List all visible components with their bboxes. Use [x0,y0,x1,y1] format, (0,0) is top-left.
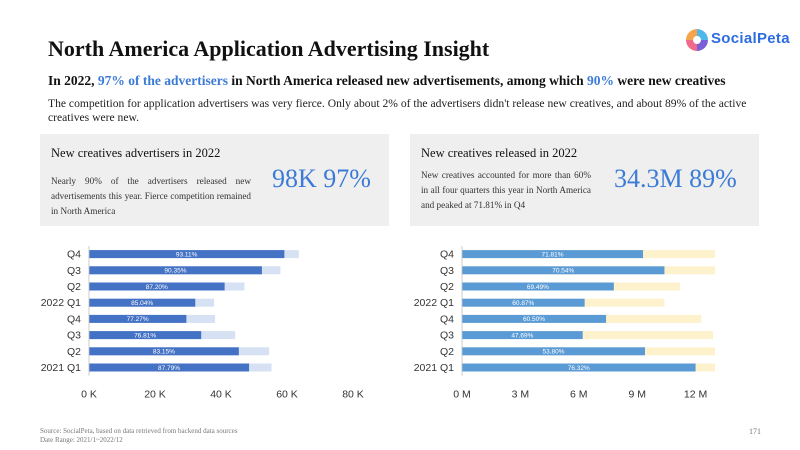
y-tick-label: 2021 Q1 [414,362,454,374]
new-bar [462,347,645,356]
new-bar [89,363,250,372]
x-tick-label: 20 K [144,389,166,401]
new-bar [462,331,583,340]
y-tick-label: 2022 Q1 [414,297,454,309]
date-range-line: Date Range: 2021/1~2022/12 [40,436,123,444]
x-tick-label: 80 K [342,389,364,401]
bar-data-label: 85.04% [131,300,153,307]
new-bar [89,266,262,275]
y-tick-label: Q4 [67,249,81,261]
y-tick-label: Q4 [67,313,81,325]
advertisers-chart-svg: Q4 93.11% Q3 90.35% Q2 87.20% 2022 Q1 85.04% Q4 7… [41,246,364,401]
headline: In 2022, 97% of the advertisers in North… [48,73,726,89]
source-note: Source: SocialPeta, based on data retrie… [40,427,237,445]
bar-data-label: 83.15% [153,349,175,356]
bar-data-label: 87.20% [146,284,168,291]
total-bar [462,331,714,340]
bar-data-label: 93.11% [176,251,198,258]
y-tick-label: Q2 [440,346,454,358]
bar-data-label: 71.81% [541,251,563,258]
bar-data-label: 53.80% [542,349,564,356]
bar-data-label: 87.79% [158,365,180,372]
headline-part3: were new creatives [613,73,726,88]
headline-highlight1: 97% of the advertisers [97,73,228,88]
y-tick-label: 2021 Q1 [41,362,81,374]
y-tick-label: Q2 [67,281,81,293]
logo-text: SocialPeta [711,30,790,47]
bar-data-label: 60.50% [523,316,545,323]
bar-data-label: 69.49% [527,284,549,291]
bar-data-label: 70.54% [552,268,574,275]
advertisers-bar-chart: Q4 93.11% Q3 90.35% Q2 87.20% 2022 Q1 85.04% Q4 7… [30,240,385,401]
card-title: New creatives released in 2022 [421,146,578,160]
bar-data-label: 76.81% [134,332,156,339]
card-title: New creatives advertisers in 2022 [51,146,221,160]
x-tick-label: 9 M [628,389,646,401]
x-tick-label: 6 M [570,389,588,401]
x-tick-label: 60 K [276,389,298,401]
new-bar [89,314,187,323]
new-bar [462,363,696,372]
headline-part1: In 2022, [48,73,98,88]
bar-data-label: 77.27% [127,316,149,323]
headline-highlight2: 90% [586,73,614,88]
brand-logo: SocialPeta [685,28,790,54]
y-tick-label: Q2 [67,346,81,358]
card-text: Nearly 90% of the advertisers released n… [51,176,251,216]
card-advertisers: New creatives advertisers in 2022 Nearly… [40,134,389,226]
x-tick-label: 12 M [684,389,707,401]
new-bar [462,266,665,275]
y-tick-label: Q3 [67,265,81,277]
page-title: North America Application Advertising In… [48,36,490,61]
y-tick-label: 2022 Q1 [41,297,81,309]
x-tick-label: 3 M [512,389,530,401]
bar-data-label: 47.69% [511,332,533,339]
description: The competition for application advertis… [48,97,747,124]
new-bar [89,347,239,356]
new-bar [89,331,202,340]
creatives-chart-svg: Q4 71.81% Q3 70.54% Q2 69.49% 2022 Q1 60.87% Q4 6… [414,246,716,401]
y-tick-label: Q4 [440,313,454,325]
bar-data-label: 90.35% [164,268,186,275]
new-bar [462,282,614,291]
new-bar [89,282,225,291]
bar-data-label: 76.32% [568,365,590,372]
y-tick-label: Q3 [440,330,454,342]
y-tick-label: Q4 [440,249,454,261]
new-bar [462,298,585,307]
new-bar [462,250,644,259]
headline-part2: in North America released new advertisem… [228,73,587,88]
creatives-bar-chart: Q4 71.81% Q3 70.54% Q2 69.49% 2022 Q1 60.87% Q4 6… [405,240,755,401]
card-metric: 34.3M 89% [614,164,737,193]
x-tick-label: 40 K [210,389,232,401]
bar-data-label: 60.87% [512,300,534,307]
y-tick-label: Q3 [67,330,81,342]
new-bar [462,314,607,323]
y-tick-label: Q2 [440,281,454,293]
card-creatives: New creatives released in 2022 New creat… [410,134,759,226]
card-metric: 98K 97% [272,164,371,193]
source-line: Source: SocialPeta, based on data retrie… [40,427,238,435]
y-tick-label: Q3 [440,265,454,277]
new-bar [89,250,285,259]
x-tick-label: 0 M [453,389,471,401]
x-tick-label: 0 K [81,389,97,401]
card-text: New creatives accounted for more than 60… [421,170,591,210]
page-number: 171 [749,427,761,436]
socialpeta-logo-icon [686,29,708,51]
new-bar [89,298,196,307]
